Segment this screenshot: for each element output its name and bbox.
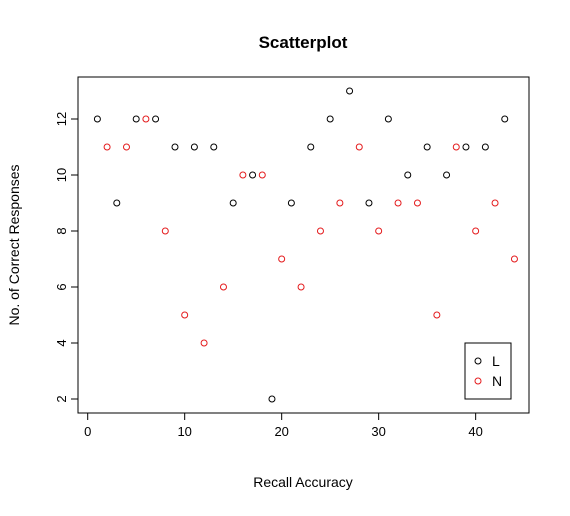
y-axis-label: No. of Correct Responses — [6, 164, 22, 325]
data-point-n — [491, 199, 499, 207]
x-tick-label: 30 — [371, 424, 385, 439]
data-point-l — [326, 115, 334, 123]
data-point-l — [346, 87, 354, 95]
data-point-n — [181, 311, 189, 319]
data-point-n — [472, 227, 480, 235]
data-point-l — [501, 115, 509, 123]
data-point-l — [93, 115, 101, 123]
data-point-n — [510, 255, 518, 263]
data-point-l — [171, 143, 179, 151]
plot-area-frame — [77, 76, 530, 414]
data-point-l — [384, 115, 392, 123]
data-point-n — [122, 143, 130, 151]
data-point-n — [336, 199, 344, 207]
x-tick-label: 20 — [274, 424, 288, 439]
data-point-l — [365, 199, 373, 207]
legend-box — [464, 342, 512, 400]
data-point-l — [152, 115, 160, 123]
y-tick-label: 2 — [54, 395, 69, 402]
x-axis-label: Recall Accuracy — [253, 474, 353, 490]
data-point-l — [249, 171, 257, 179]
y-tick-label: 6 — [54, 283, 69, 290]
data-point-l — [190, 143, 198, 151]
y-tick-label: 12 — [54, 112, 69, 126]
data-point-l — [268, 395, 276, 403]
data-point-l — [443, 171, 451, 179]
data-point-n — [297, 283, 305, 291]
y-axis: 2 4 6 8 10 12 — [54, 112, 78, 403]
data-point-n — [142, 115, 150, 123]
data-point-l — [462, 143, 470, 151]
data-point-n — [433, 311, 441, 319]
y-tick-label: 8 — [54, 227, 69, 234]
legend-marker — [474, 377, 482, 385]
legend: LN — [464, 342, 512, 400]
x-axis: 0 10 20 30 40 — [84, 412, 483, 439]
legend-marker — [474, 357, 482, 365]
chart-title: Scatterplot — [259, 33, 348, 52]
data-point-l — [229, 199, 237, 207]
data-point-l — [307, 143, 315, 151]
y-tick-label: 10 — [54, 168, 69, 182]
data-point-l — [481, 143, 489, 151]
data-point-n — [103, 143, 111, 151]
x-tick-label: 10 — [177, 424, 191, 439]
legend-label: L — [492, 353, 500, 369]
data-points — [93, 87, 518, 403]
legend-label: N — [492, 373, 502, 389]
data-point-l — [210, 143, 218, 151]
data-point-n — [278, 255, 286, 263]
data-point-l — [423, 143, 431, 151]
x-tick-label: 0 — [84, 424, 91, 439]
data-point-n — [452, 143, 460, 151]
data-point-n — [375, 227, 383, 235]
data-point-l — [404, 171, 412, 179]
data-point-n — [200, 339, 208, 347]
data-point-n — [413, 199, 421, 207]
data-point-n — [161, 227, 169, 235]
y-tick-label: 4 — [54, 339, 69, 346]
data-point-n — [239, 171, 247, 179]
data-point-l — [287, 199, 295, 207]
data-point-n — [316, 227, 324, 235]
data-point-l — [132, 115, 140, 123]
data-point-n — [394, 199, 402, 207]
data-point-l — [113, 199, 121, 207]
data-point-n — [219, 283, 227, 291]
data-point-n — [258, 171, 266, 179]
data-point-n — [355, 143, 363, 151]
x-tick-label: 40 — [468, 424, 482, 439]
